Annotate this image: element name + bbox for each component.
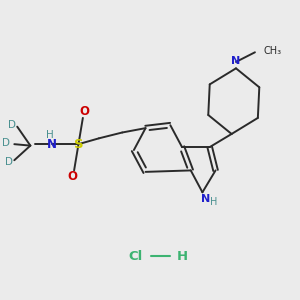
Text: D: D: [5, 157, 13, 167]
Text: H: H: [210, 196, 217, 207]
Text: D: D: [8, 120, 16, 130]
Text: Cl: Cl: [128, 250, 142, 263]
Text: O: O: [79, 105, 89, 118]
Text: N: N: [201, 194, 211, 204]
Text: O: O: [68, 170, 78, 183]
Text: H: H: [46, 130, 54, 140]
Text: H: H: [176, 250, 188, 263]
Text: D: D: [2, 138, 10, 148]
Text: N: N: [47, 138, 57, 151]
Text: S: S: [74, 138, 83, 151]
Text: N: N: [231, 56, 241, 66]
Text: CH₃: CH₃: [263, 46, 281, 56]
